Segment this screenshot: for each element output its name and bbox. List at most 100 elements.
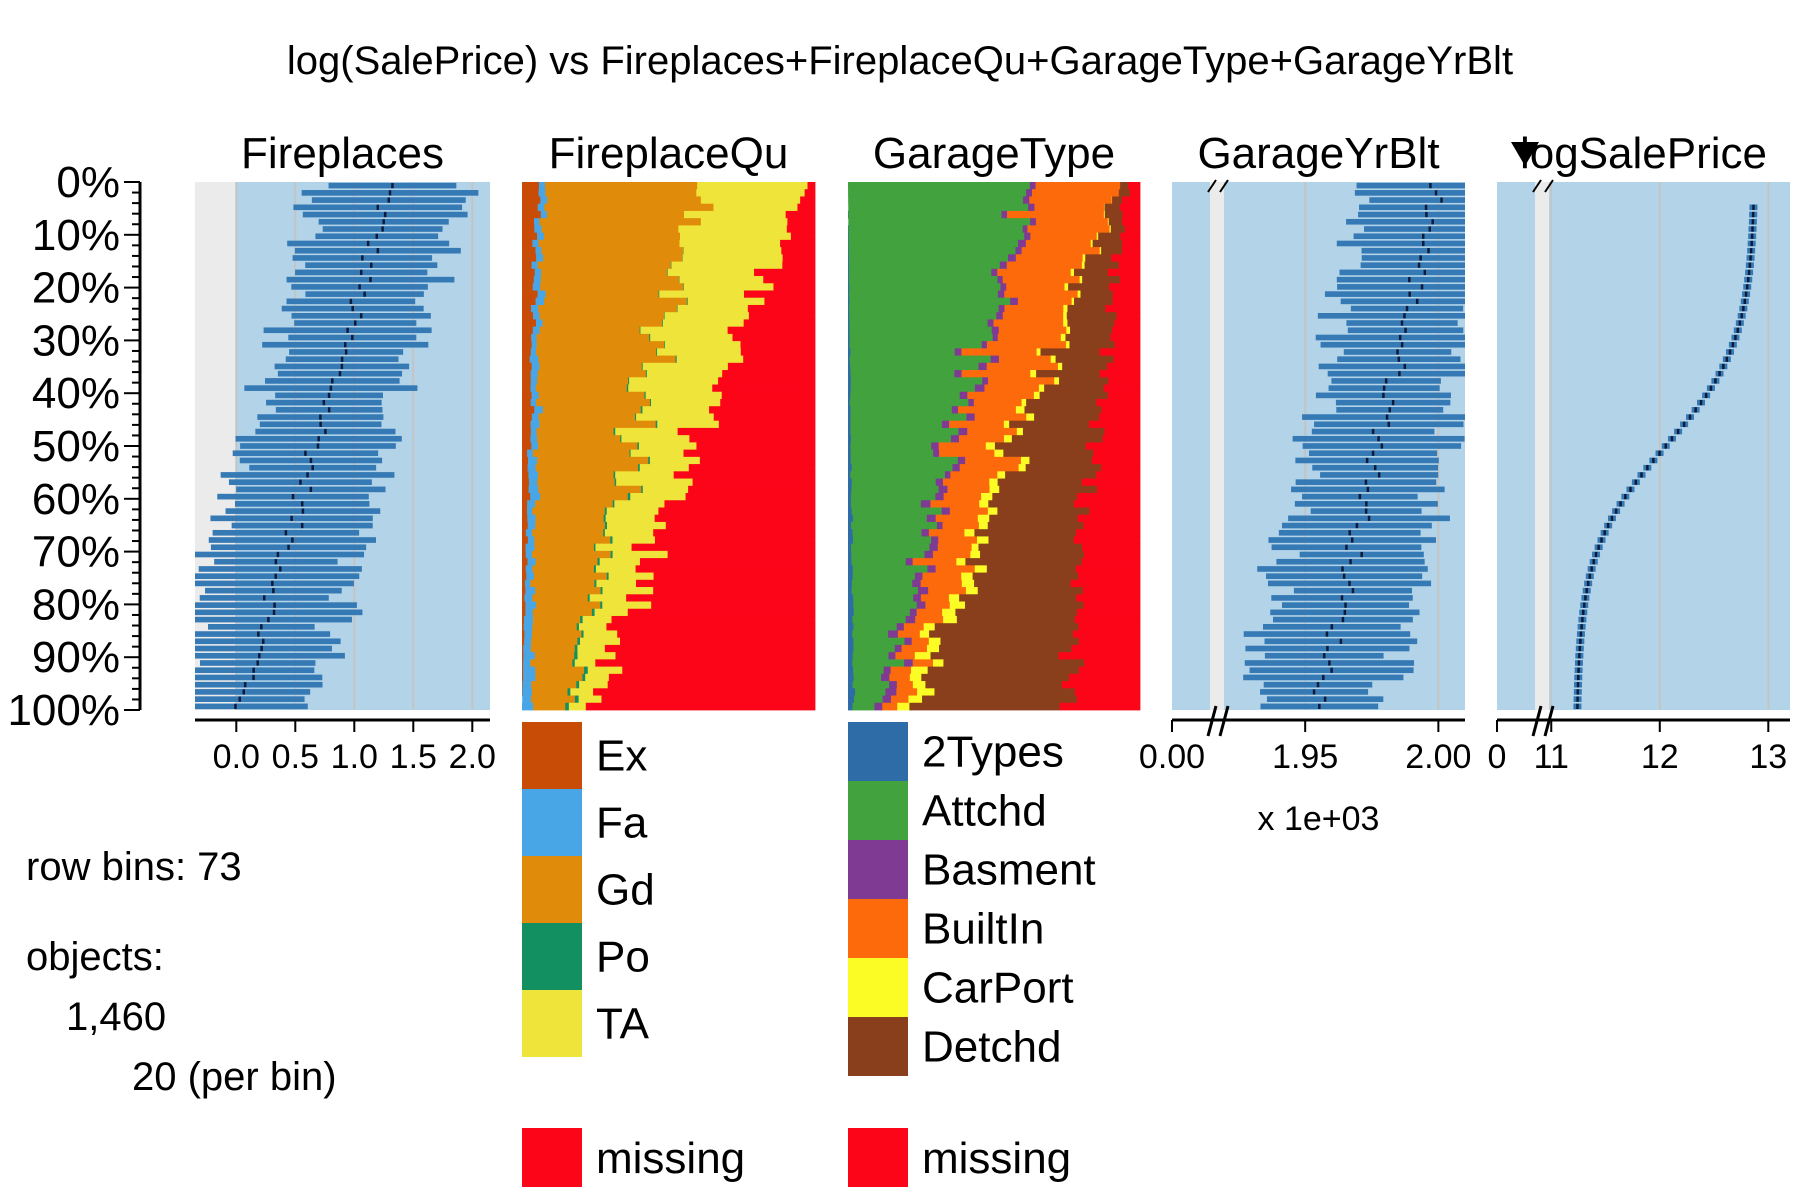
bin-segment-po xyxy=(662,319,664,328)
legend: 2Types Attchd Basment BuiltIn CarPort Detchd m… xyxy=(848,722,1096,1187)
bin-segment-po xyxy=(577,637,581,646)
panel-title: GarageYrBlt xyxy=(1197,129,1439,178)
bin-segment-builtin xyxy=(1035,182,1121,190)
bin-segment-2types xyxy=(848,529,853,537)
bin-segment-2types xyxy=(848,391,851,400)
bin-segment-missing xyxy=(1076,594,1141,602)
bin-segment-basment xyxy=(1000,283,1007,291)
bin-segment-missing xyxy=(688,464,816,472)
sort-indicator-icon xyxy=(1511,142,1539,166)
bin-segment-ta xyxy=(676,355,744,364)
bin-segment-missing xyxy=(1121,247,1141,255)
bin-segment-carport xyxy=(1020,456,1030,465)
bin-segment-ta xyxy=(687,297,765,306)
bars xyxy=(195,182,479,710)
bin-segment-fa xyxy=(535,319,543,328)
bin-segment-ex xyxy=(522,550,527,559)
bin-segment-po xyxy=(655,420,658,429)
bin-segment-missing xyxy=(1124,225,1141,234)
bin-segment-gd xyxy=(533,615,581,624)
bin-segment-gd xyxy=(533,572,608,581)
bin-segment-missing xyxy=(677,427,816,436)
bin-segment-missing xyxy=(1099,413,1141,422)
bin-segment-fa xyxy=(530,435,538,443)
bin-segment-carport xyxy=(933,659,944,668)
bin-segment-ta xyxy=(602,587,654,595)
bin-segment-2types xyxy=(848,500,852,508)
bin-segment-ex xyxy=(522,456,529,465)
bin-segment-basment xyxy=(894,644,902,653)
bin-segment-basment xyxy=(957,456,966,465)
y-tick-label: 50% xyxy=(32,422,120,471)
bin-segment-missing xyxy=(1082,543,1141,552)
bin-segment-ta xyxy=(595,543,632,552)
bin-segment-ta xyxy=(683,247,782,255)
bin-bar xyxy=(1346,218,1465,225)
bin-segment-gd xyxy=(544,297,688,306)
bin-segment-basment xyxy=(905,615,916,624)
bin-segment-missing xyxy=(1099,348,1141,356)
bin-segment-missing xyxy=(773,283,816,291)
bin-segment-basment xyxy=(881,673,890,682)
bin-segment-ta xyxy=(579,681,609,689)
bin-segment-attchd xyxy=(852,630,889,639)
bin-segment-basment xyxy=(938,485,948,494)
bin-segment-po xyxy=(641,485,644,494)
bin-segment-carport xyxy=(1077,290,1081,299)
bin-segment-detchd xyxy=(965,601,1084,610)
bin-segment-detchd xyxy=(1067,319,1115,328)
bin-segment-basment xyxy=(917,587,929,595)
bin-segment-basment xyxy=(882,695,892,704)
bin-segment-detchd xyxy=(1085,254,1112,262)
bin-segment-attchd xyxy=(851,579,913,588)
bin-segment-attchd xyxy=(853,608,911,617)
bin-segment-ex xyxy=(522,247,536,255)
bin-segment-missing xyxy=(1075,529,1141,537)
bin-segment-basment xyxy=(998,304,1005,313)
bin-segment-ta xyxy=(612,550,669,559)
bin-segment-po xyxy=(604,507,608,516)
bin-segment-missing xyxy=(1089,420,1141,429)
bin-segment-missing xyxy=(1101,464,1141,472)
bin-segment-ta xyxy=(700,218,788,226)
bin-segment-ex xyxy=(522,377,532,385)
bin-segment-detchd xyxy=(922,695,1078,704)
bin-segment-detchd xyxy=(972,572,1079,581)
bin-segment-attchd xyxy=(850,449,934,458)
bin-segment-po xyxy=(587,594,591,602)
bin-segment-carport xyxy=(1060,333,1066,342)
bin-segment-ta xyxy=(570,688,594,696)
bin-segment-ta xyxy=(650,333,733,342)
bin-segment-missing xyxy=(1107,362,1141,371)
legend-swatch-missing xyxy=(848,1128,908,1187)
bin-segment-basment xyxy=(916,601,926,610)
bin-segment-carport xyxy=(1050,355,1056,364)
bin-segment-ex xyxy=(522,413,533,422)
bin-segment-carport xyxy=(964,529,975,537)
legend-label: Detchd xyxy=(922,1023,1061,1072)
bin-segment-po xyxy=(628,377,630,385)
bin-segment-2types xyxy=(848,247,850,255)
bin-segment-ex xyxy=(522,615,525,624)
bin-segment-attchd xyxy=(848,232,1025,241)
bin-segment-missing xyxy=(696,442,816,451)
bin-segment-ex xyxy=(522,297,536,306)
bin-segment-po xyxy=(620,435,622,443)
bin-segment-missing xyxy=(611,615,816,624)
bin-segment-ex xyxy=(522,608,526,617)
bin-segment-missing xyxy=(743,290,816,299)
x-scale-note: x 1e+03 xyxy=(1258,800,1380,838)
bin-segment-missing xyxy=(1082,587,1141,595)
bin-segment-carport xyxy=(942,608,956,617)
bin-segment-fa xyxy=(537,232,545,241)
bin-segment-fa xyxy=(528,478,538,487)
bin-segment-ta xyxy=(579,637,621,646)
bin-segment-2types xyxy=(848,435,852,443)
legend-label: Gd xyxy=(596,866,655,915)
bin-segment-basment xyxy=(921,529,930,537)
bin-segment-detchd xyxy=(1068,283,1110,291)
bin-segment-2types xyxy=(848,572,854,581)
bin-bar xyxy=(1360,262,1465,268)
bin-segment-detchd xyxy=(987,521,1084,530)
bars xyxy=(522,182,816,711)
